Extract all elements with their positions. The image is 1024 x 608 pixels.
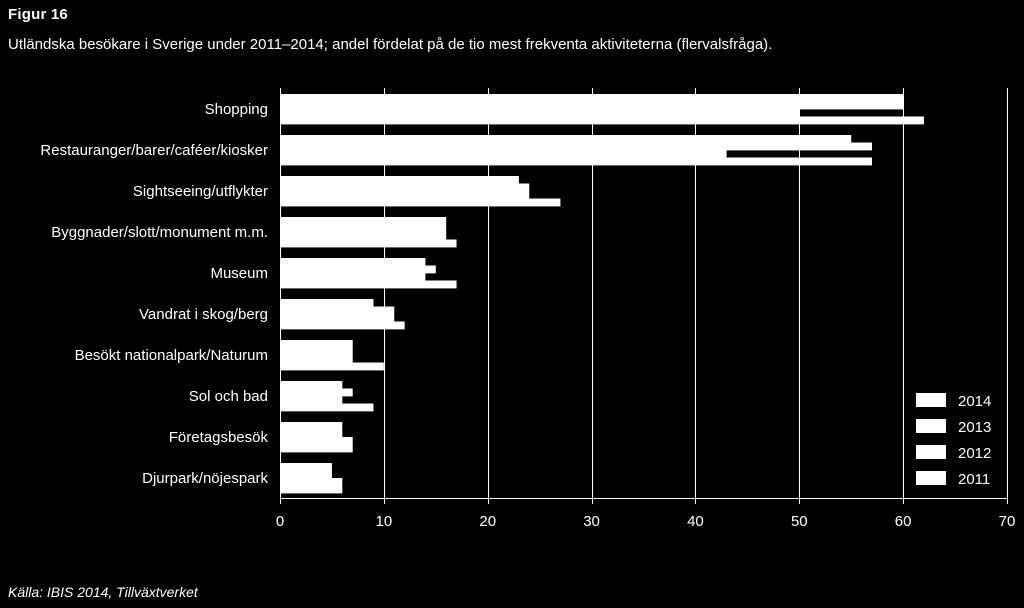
bar-2013 (280, 306, 395, 315)
legend-swatch-2014 (916, 393, 946, 407)
bar-2013 (280, 224, 447, 233)
legend-swatch-2012 (916, 445, 946, 459)
legend-label: 2012 (958, 445, 991, 462)
bar-2012 (280, 150, 727, 158)
bar-2012 (280, 314, 395, 322)
bar-2011 (280, 198, 561, 207)
bar-2011 (280, 321, 405, 330)
bar-2011 (280, 157, 872, 166)
bar-2012 (280, 478, 343, 486)
bar-2013 (280, 183, 530, 192)
category-label: Museum (210, 265, 268, 282)
category-label: Besökt nationalpark/Naturum (75, 347, 268, 364)
bar-2012 (280, 191, 530, 199)
figure-label: Figur 16 (8, 6, 68, 23)
x-tick-label: 0 (276, 513, 284, 530)
category-label: Sightseeing/utflykter (133, 183, 268, 200)
figure-subtitle: Utländska besökare i Sverige under 2011–… (8, 36, 773, 53)
bar-2012 (280, 355, 353, 363)
source-note: Källa: IBIS 2014, Tillväxtverket (8, 584, 198, 600)
bar-2011 (280, 362, 384, 371)
x-tick-label: 30 (583, 513, 600, 530)
x-tick-label: 40 (687, 513, 704, 530)
category-label: Företagsbesök (169, 429, 269, 446)
category-label: Shopping (205, 101, 268, 118)
category-label: Sol och bad (189, 388, 268, 405)
bar-2013 (280, 429, 343, 438)
legend-swatch-2011 (916, 471, 946, 485)
bar-2014 (280, 176, 519, 184)
bar-2014 (280, 299, 374, 307)
bar-2014 (280, 94, 904, 102)
bar-2011 (280, 116, 924, 125)
category-labels: Shopping Restauranger/barer/caféer/kioske… (40, 101, 268, 487)
x-tick-label: 20 (479, 513, 496, 530)
x-tick-labels: 0 10 20 30 40 50 60 70 (276, 513, 1016, 530)
category-label: Byggnader/slott/monument m.m. (51, 224, 268, 241)
category-label: Djurpark/nöjespark (142, 470, 268, 487)
bar-2013 (280, 388, 353, 397)
bar-2014 (280, 135, 852, 143)
bar-2014 (280, 340, 353, 348)
legend-label: 2013 (958, 419, 991, 436)
bar-2011 (280, 485, 343, 494)
bar-2012 (280, 273, 426, 281)
bar-2014 (280, 422, 343, 430)
bar-2012 (280, 232, 447, 240)
legend: 2014 2013 2012 2011 (916, 393, 991, 488)
bar-2011 (280, 239, 457, 248)
bar-2014 (280, 217, 447, 225)
bar-2013 (280, 101, 904, 110)
bar-2011 (280, 280, 457, 289)
bar-2011 (280, 403, 374, 412)
category-label: Vandrat i skog/berg (139, 306, 268, 323)
legend-label: 2014 (958, 393, 991, 410)
legend-label: 2011 (958, 471, 990, 488)
bar-2012 (280, 109, 800, 117)
bar-2013 (280, 265, 436, 274)
bar-2013 (280, 142, 872, 151)
bar-2014 (280, 381, 343, 389)
x-tick-label: 60 (895, 513, 912, 530)
x-tick-label: 10 (376, 513, 393, 530)
legend-swatch-2013 (916, 419, 946, 433)
bar-2011 (280, 444, 353, 453)
bar-2013 (280, 347, 353, 356)
x-tick-label: 70 (999, 513, 1016, 530)
bar-2012 (280, 437, 353, 445)
category-label: Restauranger/barer/caféer/kiosker (40, 142, 268, 159)
bar-2014 (280, 258, 426, 266)
x-tick-label: 50 (791, 513, 808, 530)
bars (280, 94, 924, 494)
bar-2012 (280, 396, 343, 404)
bar-2013 (280, 470, 332, 479)
bar-2014 (280, 463, 332, 471)
